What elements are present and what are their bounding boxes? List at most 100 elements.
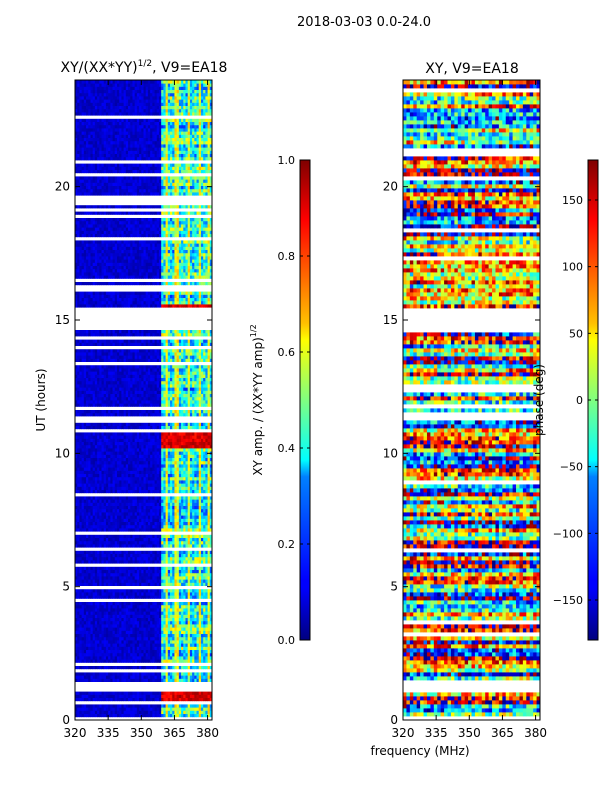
amp-cell	[77, 544, 80, 548]
amp-cell	[147, 595, 151, 599]
amp-cell	[176, 614, 180, 618]
amp-cell	[181, 451, 184, 455]
amp-cell	[77, 460, 80, 465]
amp-cell	[110, 560, 113, 564]
amp-cell	[81, 633, 85, 638]
amp-cell	[147, 483, 151, 487]
amp-cell	[198, 540, 202, 545]
amp-cell	[178, 454, 182, 458]
amp-cell	[209, 435, 212, 439]
amp-cell	[154, 544, 158, 548]
amp-cell	[165, 515, 169, 519]
amp-cell	[200, 480, 204, 484]
amp-cell	[185, 534, 189, 538]
amp-cell	[145, 457, 149, 462]
amp-cell	[105, 499, 109, 503]
amp-cell	[167, 560, 171, 564]
amp-cell	[200, 550, 204, 554]
amp-cell	[203, 448, 206, 452]
amp-cell	[97, 540, 100, 545]
amp-cell	[174, 505, 178, 510]
amp-cell	[143, 611, 147, 615]
amp-cell	[147, 467, 151, 471]
amp-cell	[198, 646, 202, 650]
amp-cell	[143, 499, 147, 503]
amp-cell	[167, 537, 171, 542]
amp-cell	[83, 697, 87, 702]
amp-cell	[172, 620, 175, 625]
amp-cell	[83, 483, 87, 487]
amp-cell	[130, 572, 133, 577]
amp-cell	[101, 489, 105, 494]
amp-cell	[94, 611, 98, 615]
amp-cell	[167, 620, 171, 625]
amp-cell	[83, 457, 87, 462]
amp-cell	[192, 553, 195, 558]
amp-cell	[203, 579, 206, 583]
amp-cell	[103, 544, 107, 548]
amp-cell	[174, 675, 178, 679]
amp-cell	[167, 521, 171, 526]
amp-cell	[196, 556, 200, 561]
amp-cell	[94, 425, 98, 430]
amp-cell	[128, 499, 131, 503]
amp-cell	[103, 636, 107, 641]
amp-cell	[86, 576, 89, 580]
amp-cell	[123, 508, 127, 513]
amp-cell	[189, 441, 193, 446]
amp-cell	[156, 518, 160, 522]
amp-cell	[136, 515, 140, 519]
amp-cell	[88, 694, 91, 698]
amp-cell	[185, 540, 189, 545]
amp-cell	[156, 620, 160, 625]
amp-cell	[163, 646, 166, 650]
amp-cell	[165, 470, 169, 474]
amp-cell	[183, 499, 186, 503]
amp-cell	[134, 508, 138, 513]
amp-cell	[194, 460, 197, 465]
amp-cell	[172, 499, 175, 503]
amp-cell	[112, 656, 116, 660]
amp-cell	[152, 627, 155, 631]
amp-cell	[152, 611, 155, 615]
amp-cell	[112, 544, 116, 548]
amp-cell	[86, 614, 89, 618]
amp-cell	[92, 432, 96, 436]
amp-cell	[198, 464, 202, 468]
amp-cell	[145, 710, 149, 714]
amp-cell	[105, 649, 109, 654]
amp-cell	[130, 435, 133, 439]
amp-cell	[147, 633, 151, 638]
amp-cell	[147, 512, 151, 516]
amp-cell	[200, 451, 204, 455]
amp-cell	[119, 483, 122, 487]
amp-cell	[130, 448, 133, 452]
amp-cell	[203, 656, 206, 660]
amp-cell	[83, 435, 87, 439]
amp-cell	[172, 572, 175, 577]
amp-cell	[200, 483, 204, 487]
amp-cell	[167, 460, 171, 465]
amp-cell	[105, 643, 109, 647]
amp-cell	[185, 486, 189, 490]
amp-cell	[194, 544, 197, 548]
amp-cell	[97, 572, 100, 577]
amp-cell	[90, 457, 94, 462]
amp-cell	[163, 441, 166, 446]
amp-cell	[181, 470, 184, 474]
amp-cell	[200, 630, 204, 634]
amp-cell	[121, 512, 125, 516]
amp-cell	[125, 528, 129, 532]
amp-cell	[110, 451, 113, 455]
amp-cell	[119, 473, 122, 478]
amp-cell	[205, 636, 208, 641]
amp-cell	[161, 553, 164, 558]
amp-cell	[165, 412, 169, 417]
amp-cell	[200, 627, 204, 631]
amp-cell	[132, 454, 136, 458]
amp-cell	[94, 432, 98, 436]
amp-cell	[116, 467, 120, 471]
amp-cell	[119, 560, 122, 564]
amp-cell	[152, 534, 155, 538]
amp-cell	[187, 502, 191, 506]
